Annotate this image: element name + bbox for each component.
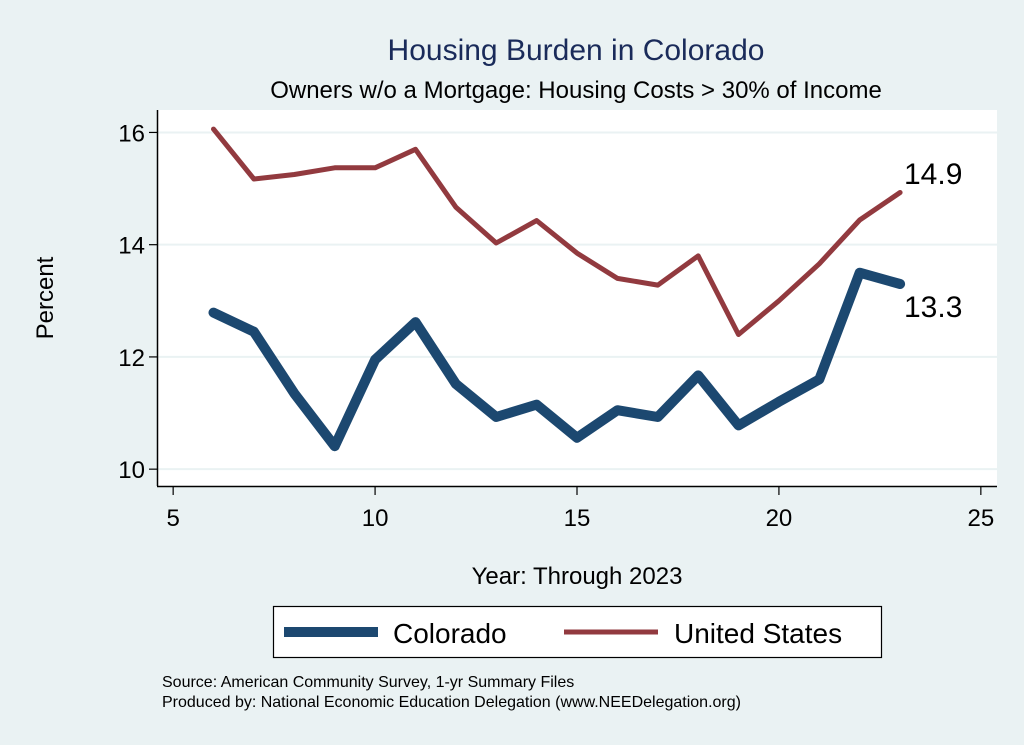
y-axis-title: Percent — [32, 256, 59, 339]
x-tick-label-5: 5 — [166, 505, 179, 532]
x-tick-label-15: 15 — [564, 505, 591, 532]
series-line-united-states — [211, 126, 903, 337]
y-tick-label-16: 16 — [118, 120, 145, 147]
legend-label-colorado: Colorado — [393, 618, 507, 649]
producer-note: Produced by: National Economic Education… — [162, 694, 741, 711]
source-note: Source: American Community Survey, 1-yr … — [162, 674, 574, 691]
legend: Colorado United States — [272, 605, 883, 659]
x-axis-title: Year: Through 2023 — [472, 563, 683, 590]
chart-title: Housing Burden in Colorado — [388, 34, 765, 67]
x-tick-label-20: 20 — [766, 505, 793, 532]
end-label-united-states: 14.9 — [904, 158, 962, 191]
chart-subtitle: Owners w/o a Mortgage: Housing Costs > 3… — [270, 77, 882, 104]
y-tick-label-12: 12 — [118, 345, 145, 372]
series-line-colorado — [208, 267, 906, 452]
y-ticks: 10 12 14 16 — [118, 120, 157, 484]
x-ticks: 5 10 15 20 25 — [166, 486, 994, 532]
legend-label-united-states: United States — [674, 618, 842, 649]
x-tick-label-25: 25 — [967, 505, 994, 532]
x-tick-label-10: 10 — [362, 505, 389, 532]
y-tick-label-10: 10 — [118, 457, 145, 484]
plot-area — [157, 110, 997, 486]
end-label-colorado: 13.3 — [904, 291, 962, 324]
series-group — [208, 126, 906, 452]
gridlines — [157, 131, 997, 471]
y-tick-label-14: 14 — [118, 233, 145, 260]
